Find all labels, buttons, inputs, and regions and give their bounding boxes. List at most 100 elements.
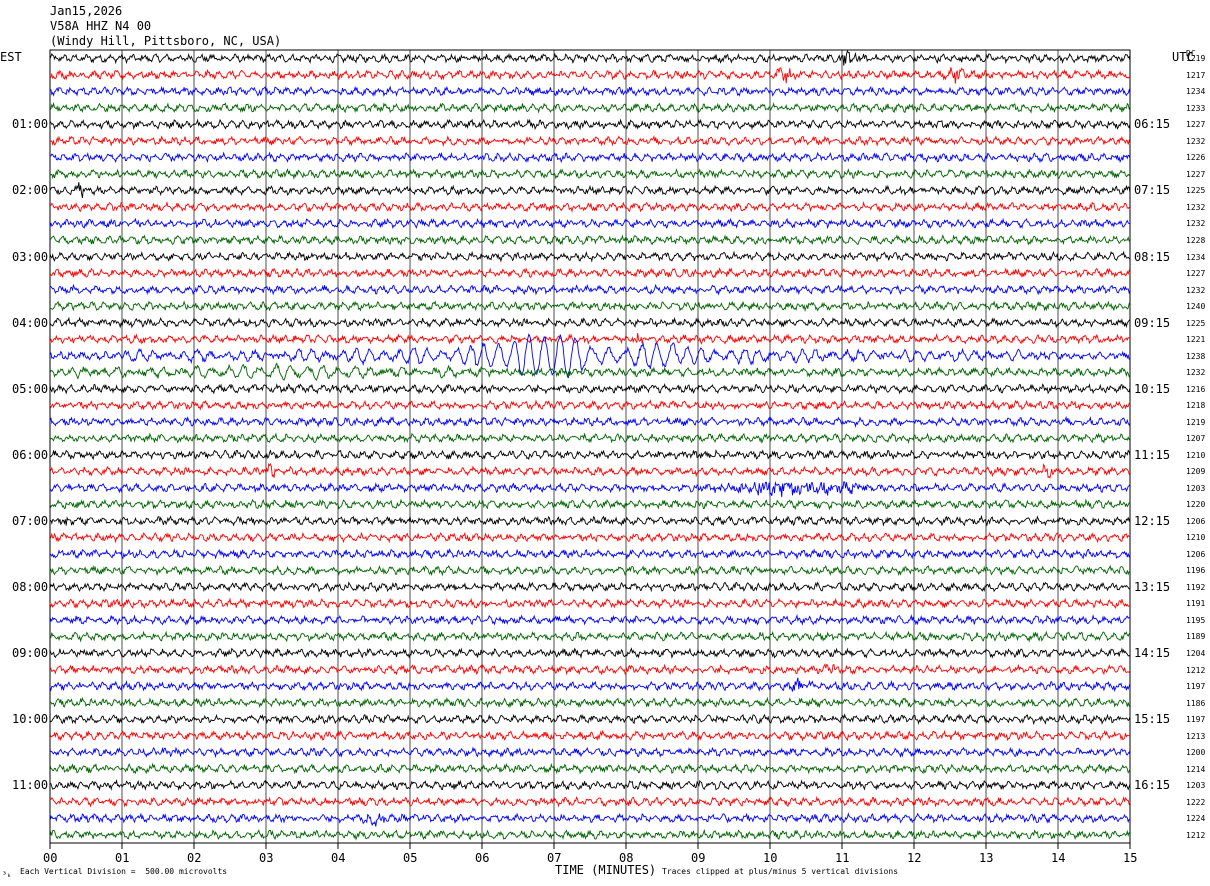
dc-offset-label: 1195 bbox=[1186, 615, 1206, 625]
trace-line bbox=[49, 283, 1131, 296]
dc-offset-label: 1218 bbox=[1186, 401, 1206, 411]
trace-line bbox=[49, 597, 1131, 610]
trace-line bbox=[49, 779, 1131, 791]
dc-offset-label: 1232 bbox=[1186, 219, 1206, 229]
x-tick-label: 14 bbox=[1051, 851, 1066, 865]
plot-frame bbox=[49, 49, 1131, 844]
trace-line bbox=[49, 250, 1131, 263]
x-tick-label: 09 bbox=[691, 851, 706, 865]
corner-mark: ³ₖ bbox=[2, 870, 12, 879]
dc-offset-label: 1225 bbox=[1186, 186, 1206, 196]
left-time-label: 06:00 bbox=[12, 447, 49, 462]
trace-line bbox=[49, 101, 1131, 114]
dc-header-label: DC bbox=[1186, 49, 1196, 58]
right-time-label: 07:15 bbox=[1134, 183, 1171, 198]
left-time-label: 02:00 bbox=[12, 183, 49, 198]
trace-line bbox=[49, 613, 1131, 626]
x-tick-label: 00 bbox=[43, 851, 58, 865]
dc-offset-label: 1232 bbox=[1186, 136, 1206, 146]
dc-offset-label: 1222 bbox=[1186, 797, 1206, 807]
trace-line bbox=[49, 729, 1131, 742]
trace-line bbox=[49, 812, 1131, 827]
dc-offset-label: 1217 bbox=[1186, 70, 1206, 80]
dc-offset-label: 1196 bbox=[1186, 566, 1206, 576]
right-time-label: 10:15 bbox=[1134, 381, 1171, 396]
dc-offset-label: 1228 bbox=[1186, 235, 1206, 245]
right-time-label: 06:15 bbox=[1134, 117, 1171, 132]
x-tick-label: 04 bbox=[331, 851, 346, 865]
left-time-label: 07:00 bbox=[12, 513, 49, 528]
dc-offset-label: 1221 bbox=[1186, 335, 1206, 345]
dc-offset-label: 1197 bbox=[1186, 715, 1206, 725]
x-tick-label: 15 bbox=[1123, 851, 1138, 865]
trace-line bbox=[49, 481, 1131, 498]
trace-line bbox=[49, 267, 1131, 279]
dc-offset-label: 1209 bbox=[1186, 467, 1206, 477]
x-tick-label: 05 bbox=[403, 851, 418, 865]
dc-offset-label: 1216 bbox=[1186, 384, 1206, 394]
trace-line bbox=[49, 49, 1131, 66]
dc-offset-label: 1210 bbox=[1186, 533, 1206, 543]
dc-offset-label: 1227 bbox=[1186, 269, 1206, 279]
left-timezone-label: EST bbox=[0, 50, 22, 64]
dc-offset-label: 1219 bbox=[1186, 417, 1206, 427]
left-time-label: 11:00 bbox=[12, 778, 49, 793]
trace-line bbox=[49, 663, 1131, 676]
dc-offset-label: 1232 bbox=[1186, 202, 1206, 212]
dc-offset-label: 1234 bbox=[1186, 87, 1206, 97]
dc-offset-label: 1227 bbox=[1186, 169, 1206, 179]
trace-line bbox=[49, 217, 1131, 230]
right-time-label: 15:15 bbox=[1134, 712, 1171, 727]
x-tick-label: 01 bbox=[115, 851, 130, 865]
trace-line bbox=[49, 300, 1131, 312]
x-tick-label: 07 bbox=[547, 851, 562, 865]
left-time-label: 05:00 bbox=[12, 381, 49, 396]
trace-line bbox=[49, 168, 1131, 180]
dc-offset-label: 1197 bbox=[1186, 682, 1206, 692]
dc-offset-label: 1206 bbox=[1186, 516, 1206, 526]
trace-line bbox=[49, 548, 1131, 560]
trace-line bbox=[49, 581, 1131, 593]
dc-offset-label: 1200 bbox=[1186, 748, 1206, 758]
trace-line bbox=[49, 677, 1131, 693]
trace-line bbox=[50, 696, 1131, 709]
trace-line bbox=[49, 234, 1131, 246]
trace-line bbox=[49, 514, 1131, 527]
dc-offset-label: 1186 bbox=[1186, 698, 1206, 708]
dc-offset-label: 1232 bbox=[1186, 368, 1206, 378]
dc-offset-label: 1227 bbox=[1186, 120, 1206, 130]
dc-offset-label: 1191 bbox=[1186, 599, 1206, 609]
dc-offset-label: 1219 bbox=[1186, 54, 1206, 64]
left-time-label: 01:00 bbox=[12, 117, 49, 132]
trace-line bbox=[49, 828, 1131, 841]
trace-line bbox=[49, 531, 1131, 544]
right-time-label: 13:15 bbox=[1134, 579, 1171, 594]
x-tick-label: 08 bbox=[619, 851, 634, 865]
trace-line bbox=[49, 498, 1131, 511]
trace-line bbox=[50, 795, 1131, 808]
trace-line bbox=[49, 630, 1131, 643]
trace-line bbox=[49, 432, 1131, 445]
trace-line bbox=[49, 647, 1131, 659]
seismic-traces bbox=[49, 49, 1131, 841]
dc-offset-label: 1204 bbox=[1186, 649, 1206, 658]
x-tick-label: 10 bbox=[763, 851, 778, 865]
trace-line bbox=[49, 67, 1131, 84]
dc-offset-label: 1233 bbox=[1186, 103, 1206, 113]
trace-line bbox=[49, 333, 1131, 379]
x-axis-title: TIME (MINUTES) bbox=[555, 863, 657, 877]
trace-line bbox=[49, 462, 1131, 479]
trace-line bbox=[49, 713, 1131, 725]
trace-line bbox=[49, 746, 1131, 759]
dc-offset-label: 1220 bbox=[1186, 500, 1206, 510]
location-label: (Windy Hill, Pittsboro, NC, USA) bbox=[50, 34, 282, 48]
dc-offset-label: 1192 bbox=[1186, 582, 1206, 592]
dc-offset-label: 1206 bbox=[1186, 549, 1206, 559]
dc-offset-label: 1232 bbox=[1186, 285, 1206, 295]
left-time-label: 10:00 bbox=[12, 712, 49, 727]
dc-offset-label: 1213 bbox=[1186, 731, 1206, 741]
trace-line bbox=[49, 564, 1131, 577]
dc-offset-label: 1224 bbox=[1186, 814, 1206, 824]
right-time-label: 12:15 bbox=[1134, 513, 1171, 528]
